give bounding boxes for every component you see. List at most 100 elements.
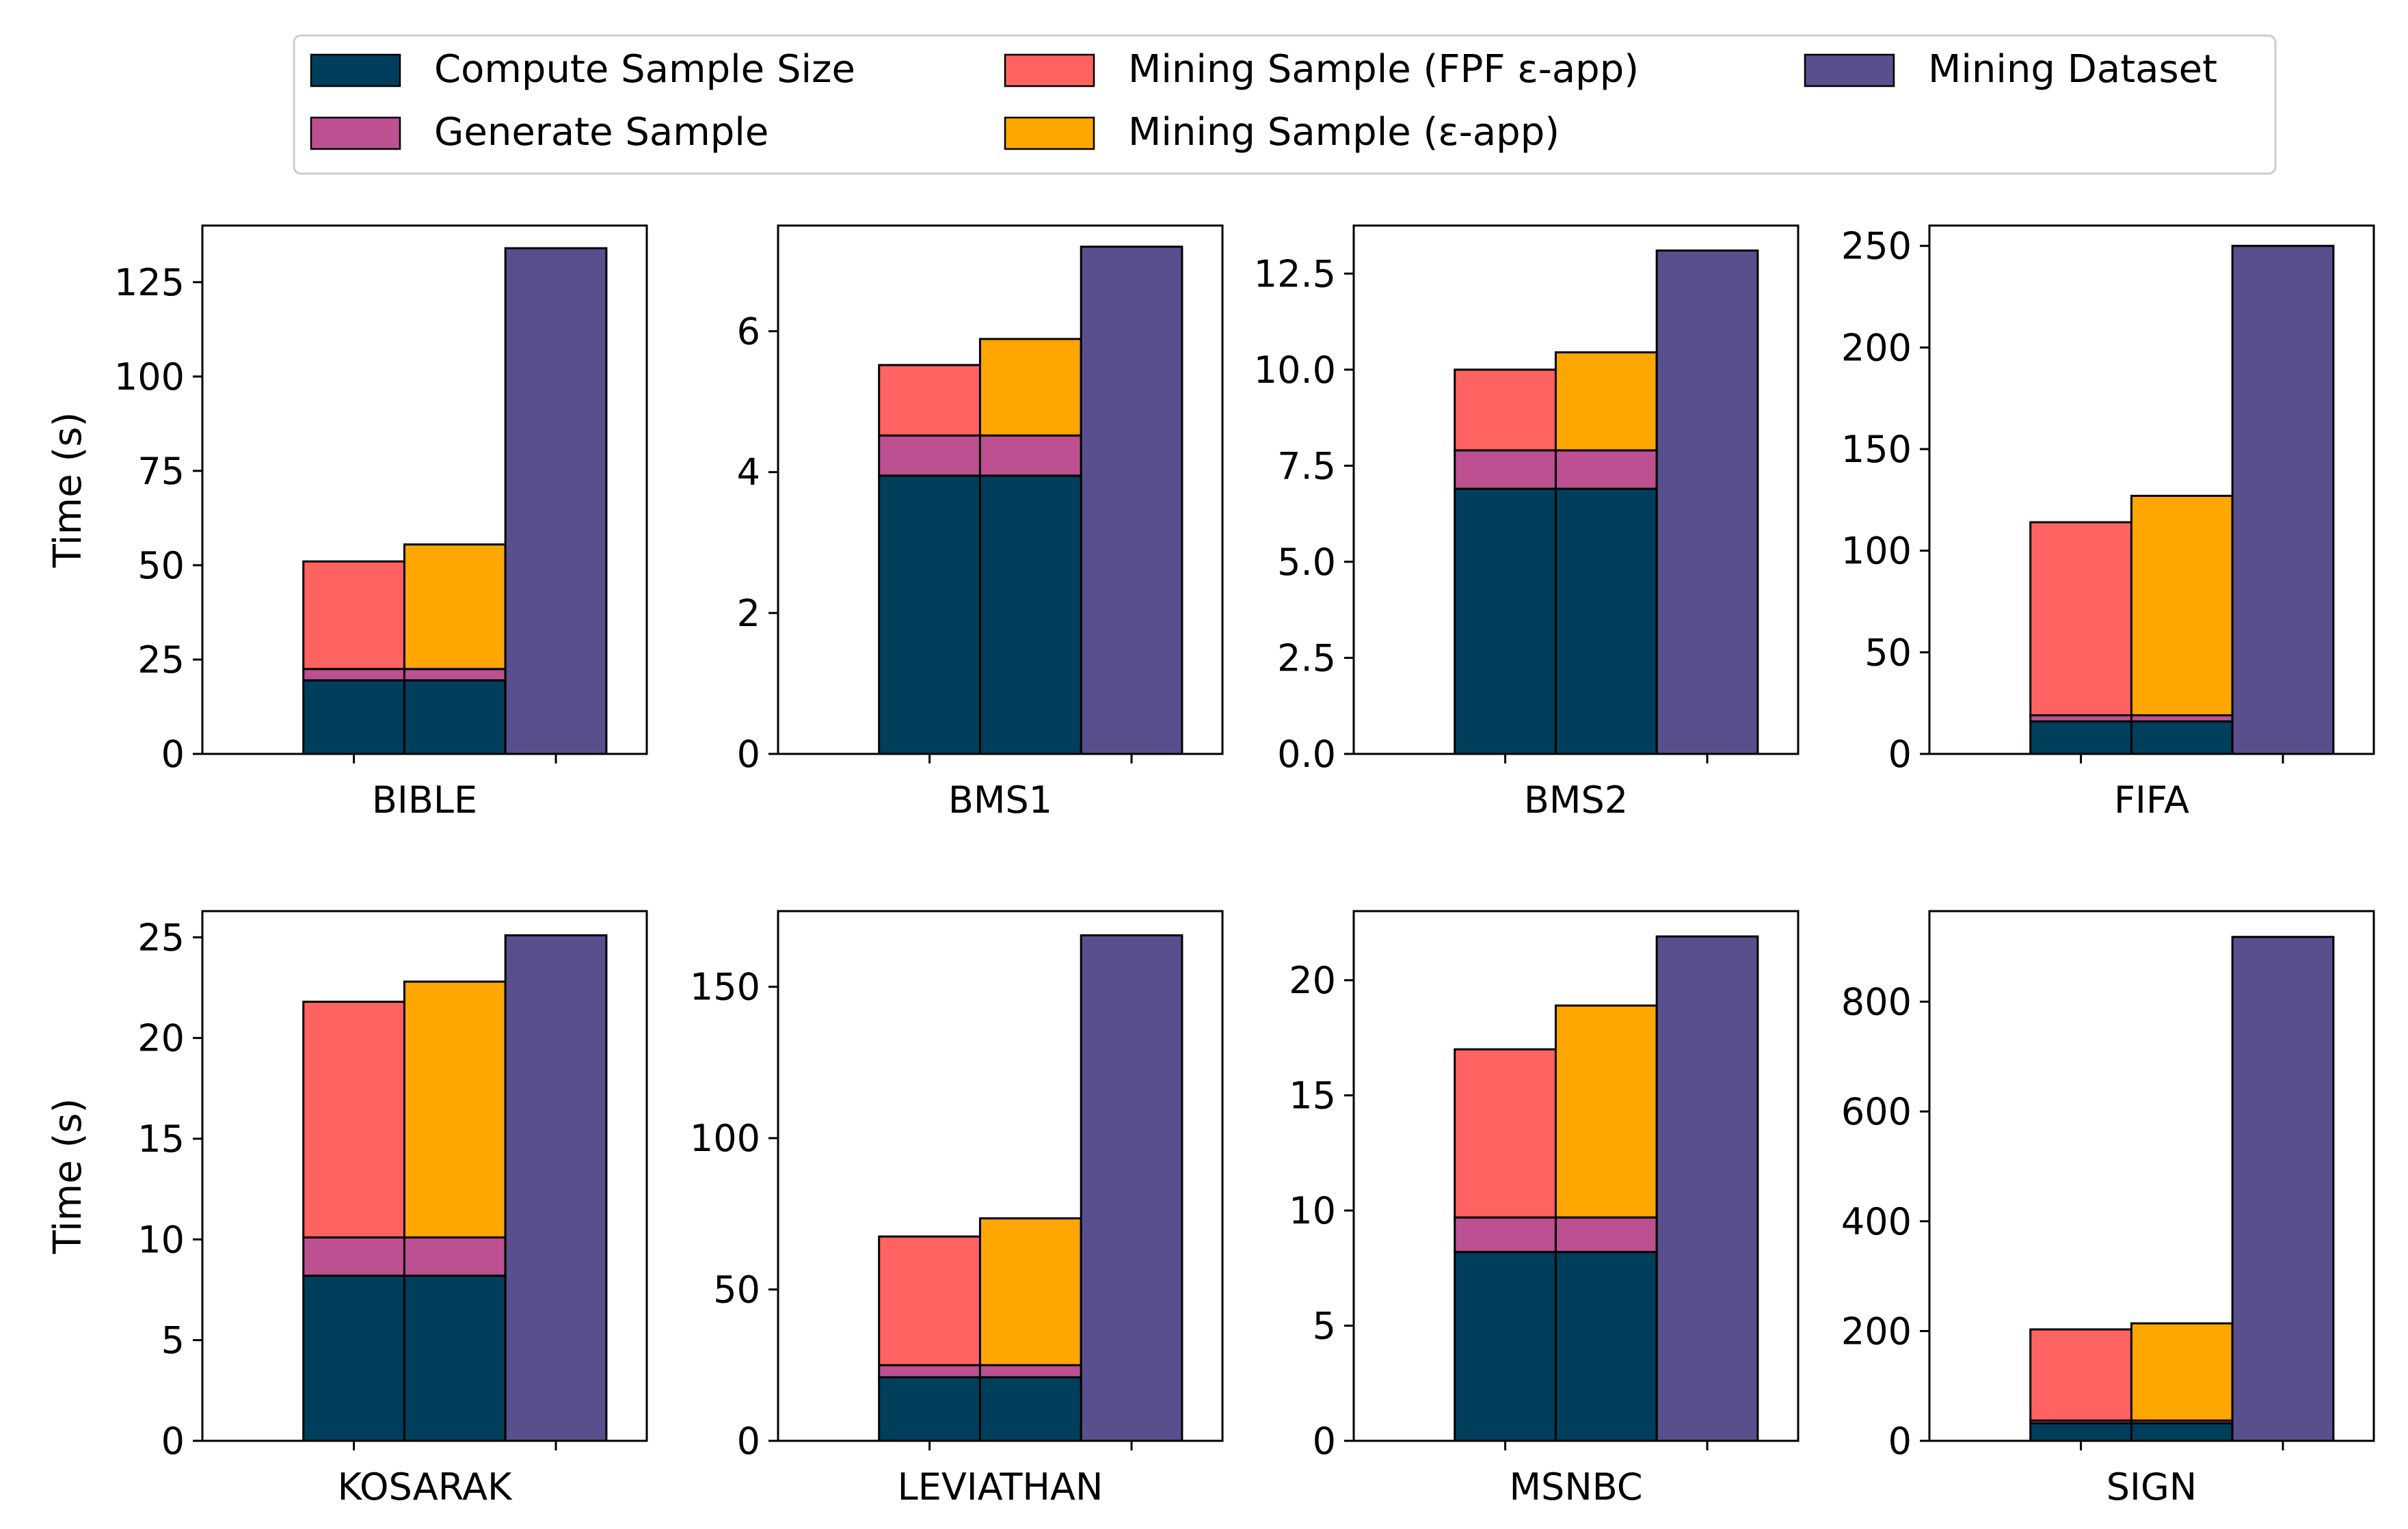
y-tick-label: 7.5 <box>1277 444 1336 487</box>
y-tick-label: 0 <box>1313 1420 1336 1463</box>
bar-eps-compute-sample-size <box>1554 1251 1658 1442</box>
bar-eps-compute-sample-size <box>2130 720 2234 755</box>
bar-mining-dataset <box>1080 934 1183 1442</box>
panel-category-label: LEVIATHAN <box>898 1465 1103 1508</box>
bar-eps-mining-sample <box>978 1217 1082 1366</box>
legend-swatch-dataset <box>1804 53 1895 87</box>
bar-fpf-mining-sample <box>302 560 405 671</box>
bar-fpf-compute-sample-size <box>302 1274 405 1442</box>
y-tick-label: 2 <box>737 592 760 635</box>
y-axis-label: Time (s) <box>46 1098 90 1255</box>
y-tick-label: 2.5 <box>1277 636 1336 679</box>
axes-frame <box>201 910 648 1442</box>
panel-sign: 0 200 400 600 800 SIGN <box>1841 910 2375 1508</box>
y-tick-label: 0 <box>1888 1420 1912 1463</box>
bar-mining-dataset <box>2231 245 2335 755</box>
y-tick-label: 800 <box>1841 981 1912 1024</box>
y-tick-label: 100 <box>1841 530 1912 573</box>
y-tick-label: 25 <box>137 638 185 681</box>
bar-fpf-generate-sample <box>302 668 405 681</box>
bar-mining-dataset <box>1080 245 1183 755</box>
y-tick-label: 15 <box>1289 1074 1336 1118</box>
y-tick-label: 100 <box>690 1117 760 1160</box>
y-tick-label: 50 <box>137 544 185 587</box>
bar-eps-mining-sample <box>2130 494 2234 717</box>
bar-eps-mining-sample <box>403 980 507 1239</box>
bar-eps-mining-sample <box>403 543 507 671</box>
legend-swatch-fpf <box>1004 53 1095 87</box>
bar-eps-compute-sample-size <box>978 1376 1082 1442</box>
bar-eps-mining-sample <box>2130 1322 2234 1422</box>
bar-fpf-compute-sample-size <box>878 474 981 755</box>
y-tick-label: 250 <box>1841 225 1912 268</box>
y-tick-label: 50 <box>1864 631 1912 674</box>
y-tick-label: 5 <box>161 1319 185 1362</box>
bar-eps-mining-sample <box>1554 1004 1658 1219</box>
axes-frame <box>201 224 648 755</box>
y-tick-label: 200 <box>1841 1310 1912 1353</box>
bar-mining-dataset <box>1655 249 1759 755</box>
axes-frame <box>777 910 1224 1442</box>
legend-label-fpf: Mining Sample (FPF ε-app) <box>1128 47 1639 92</box>
bar-fpf-generate-sample <box>878 1364 981 1379</box>
bar-fpf-generate-sample <box>1454 1216 1557 1254</box>
bar-mining-dataset <box>2231 936 2335 1442</box>
panel-fifa: 0 50 100 150 200 250 FIFA <box>1841 224 2375 822</box>
panel-leviathan: 0 50 100 150 LEVIATHAN <box>690 910 1224 1508</box>
panel-bible: 0 25 50 75 100 125 BIBLE Time (s) <box>46 224 648 822</box>
bar-eps-generate-sample <box>403 1236 507 1277</box>
bar-mining-dataset <box>504 247 608 755</box>
legend-label-compute: Compute Sample Size <box>434 47 855 92</box>
bar-fpf-compute-sample-size <box>302 679 405 755</box>
y-tick-label: 150 <box>690 966 760 1009</box>
axes-frame <box>777 224 1224 755</box>
legend-swatch-generate <box>310 116 401 150</box>
y-tick-label: 50 <box>713 1269 760 1312</box>
panel-category-label: BMS1 <box>948 779 1052 822</box>
y-tick-label: 600 <box>1841 1090 1912 1133</box>
panel-bms2: 0.0 2.5 5.0 7.5 10.0 12.5 BMS2 <box>1254 224 1800 822</box>
panel-msnbc: 0 5 10 15 20 MSNBC <box>1289 910 1800 1508</box>
y-tick-label: 5 <box>1313 1305 1336 1348</box>
y-tick-label: 12.5 <box>1254 252 1336 295</box>
panel-category-label: MSNBC <box>1509 1465 1642 1508</box>
y-tick-label: 10 <box>137 1218 185 1261</box>
axes-frame <box>1352 910 1800 1442</box>
legend-swatch-eps <box>1004 116 1095 150</box>
y-tick-label: 10.0 <box>1254 349 1336 392</box>
axes-frame <box>1352 224 1800 755</box>
y-tick-label: 20 <box>137 1017 185 1060</box>
panel-category-label: KOSARAK <box>338 1465 513 1508</box>
bar-fpf-generate-sample <box>878 434 981 477</box>
bar-eps-generate-sample <box>978 434 1082 477</box>
bar-fpf-mining-sample <box>2029 521 2132 717</box>
panel-bms1: 0 2 4 6 BMS1 <box>737 224 1224 822</box>
y-tick-label: 15 <box>137 1118 185 1161</box>
y-tick-label: 125 <box>114 261 185 304</box>
axes-frame <box>1928 910 2375 1442</box>
bar-fpf-compute-sample-size <box>1454 1251 1557 1442</box>
y-tick-label: 4 <box>737 451 760 494</box>
panel-category-label: FIFA <box>2114 779 2189 822</box>
y-tick-label: 400 <box>1841 1200 1912 1243</box>
legend: Compute Sample Size Generate Sample Mining… <box>293 34 2277 175</box>
bar-eps-generate-sample <box>1554 449 1658 490</box>
legend-label-dataset: Mining Dataset <box>1928 47 2217 92</box>
y-tick-label: 200 <box>1841 326 1912 369</box>
legend-swatch-compute <box>310 53 401 87</box>
bar-eps-mining-sample <box>978 338 1082 437</box>
y-tick-label: 0.0 <box>1277 733 1336 776</box>
bar-eps-compute-sample-size <box>978 474 1082 755</box>
bar-fpf-mining-sample <box>2029 1328 2132 1422</box>
y-tick-label: 5.0 <box>1277 541 1336 584</box>
bar-eps-compute-sample-size <box>2130 1422 2234 1442</box>
legend-frame <box>293 34 2277 175</box>
bar-fpf-compute-sample-size <box>2029 720 2132 755</box>
bar-eps-compute-sample-size <box>1554 487 1658 755</box>
axes-frame <box>1928 224 2375 755</box>
bar-mining-dataset <box>504 934 608 1442</box>
bar-fpf-compute-sample-size <box>2029 1422 2132 1442</box>
y-tick-label: 150 <box>1841 428 1912 471</box>
